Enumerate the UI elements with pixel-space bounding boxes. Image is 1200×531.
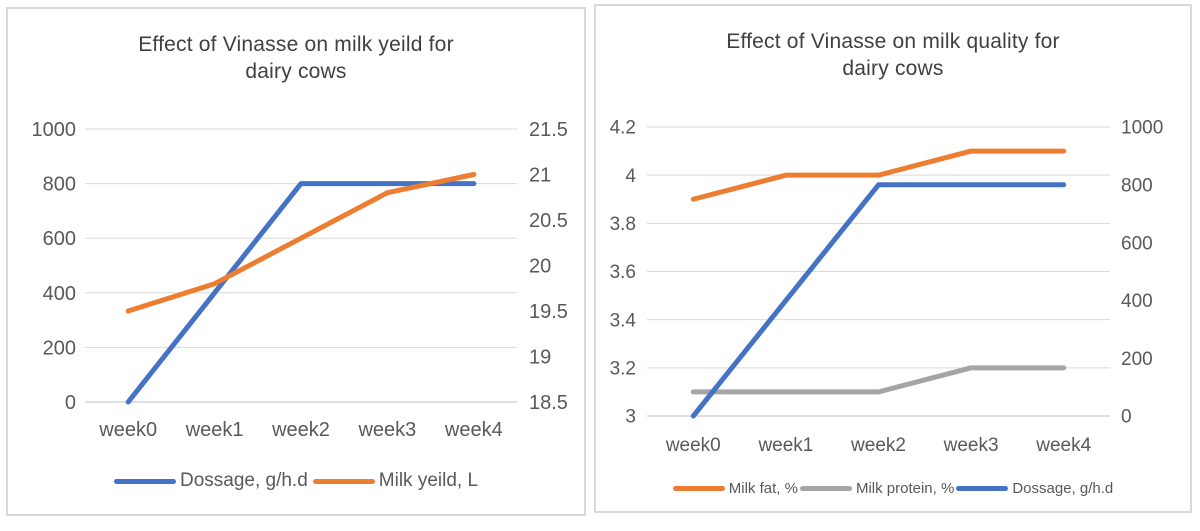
legend-label: Dossage, g/h.d — [179, 470, 308, 491]
legend-swatch — [672, 485, 725, 491]
chart-legend: Milk fat, % Milk protein, % Dossage, g/h.d — [596, 478, 1190, 498]
y-axis-tick-label: 3.4 — [610, 310, 637, 331]
chart-title-line: Effect of Vinasse on milk quality for — [726, 30, 1060, 53]
x-axis-category-label: week1 — [757, 435, 813, 456]
line-chart-milk-quality: 4.2 4 3.8 3.6 3.4 3.2 3 1000 800 600 400 200 0 week0 w… — [610, 118, 1164, 456]
series-line-milk-fat — [690, 148, 1067, 202]
y-axis-tick-label: 3.6 — [610, 262, 636, 283]
legend-item: Dossage, g/h.d — [956, 480, 1113, 497]
legend-item: Milk fat, % — [672, 479, 798, 497]
y2-axis-tick-label: 21 — [529, 165, 551, 187]
y-axis-tick-label: 200 — [43, 337, 76, 359]
legend-swatch — [113, 478, 176, 484]
y-axis-tick-label: 600 — [43, 228, 76, 250]
y2-axis-tick-label: 20 — [529, 256, 551, 278]
y-axis-tick-label: 3.8 — [610, 214, 636, 235]
y2-axis-tick-label: 800 — [1121, 175, 1153, 196]
y2-axis-tick-label: 19.5 — [529, 301, 568, 323]
x-axis-category-label: week0 — [98, 419, 157, 441]
x-axis-category-label: week0 — [665, 435, 721, 456]
legend-swatch — [956, 485, 1009, 491]
line-chart-milk-yield: 1000 800 600 400 200 0 21.5 21 20.5 20 19.5 19 18.5 w… — [32, 119, 568, 441]
legend-item: Milk yeild, L — [312, 470, 479, 492]
legend-label: Dossage, g/h.d — [1012, 479, 1114, 497]
y2-axis-tick-label: 21.5 — [529, 119, 568, 141]
chart-panel-milk-quality: Effect of Vinasse on milk quality for dai… — [594, 4, 1192, 513]
y2-axis-tick-label: 0 — [1121, 407, 1132, 428]
chart-title-line: dairy cows — [245, 60, 347, 83]
x-axis-category-label: week1 — [185, 419, 244, 441]
series-line-dossage-g-h-d — [125, 181, 477, 405]
y-axis-tick-label: 4.2 — [610, 118, 636, 139]
y2-axis-tick-label: 600 — [1121, 233, 1153, 254]
x-axis-category-label: week2 — [850, 435, 906, 456]
y-axis-tick-label: 400 — [43, 283, 76, 305]
y2-axis-tick-label: 20.5 — [529, 210, 568, 232]
x-axis-category-label: week3 — [943, 435, 999, 456]
y-axis-tick-label: 1000 — [32, 119, 77, 141]
chart-title: Effect of Vinasse on milk yeild for dairy… — [8, 31, 584, 85]
y-axis-tick-label: 3 — [625, 407, 636, 428]
x-axis-category-label: week3 — [357, 419, 416, 441]
series-line-dossage-g-h-d — [690, 182, 1067, 419]
x-axis-category-label: week4 — [1035, 435, 1091, 456]
legend-swatch — [799, 485, 852, 491]
legend-label: Milk yeild, L — [378, 470, 479, 491]
y2-axis-tick-label: 18.5 — [529, 392, 568, 414]
chart-title: Effect of Vinasse on milk quality for dai… — [596, 28, 1190, 82]
y2-axis-tick-label: 200 — [1121, 349, 1153, 370]
legend-label: Milk fat, % — [728, 479, 798, 497]
chart-title-line: Effect of Vinasse on milk yeild for — [138, 33, 454, 56]
series-line-milk-yeild-l — [125, 172, 477, 314]
legend-item: Dossage, g/h.d — [113, 470, 308, 492]
legend-swatch — [312, 478, 375, 484]
y2-axis-tick-label: 19 — [529, 347, 551, 369]
y-axis-tick-label: 0 — [65, 392, 76, 414]
y-axis-tick-label: 3.2 — [610, 358, 636, 379]
y-axis-tick-label: 4 — [625, 166, 636, 187]
x-axis-category-label: week4 — [444, 419, 503, 441]
chart-panel-milk-yield: Effect of Vinasse on milk yeild for dairy… — [6, 7, 586, 516]
chart-title-line: dairy cows — [842, 57, 944, 80]
y2-axis-tick-label: 1000 — [1121, 118, 1163, 139]
y-axis-tick-label: 800 — [43, 174, 76, 196]
chart-legend: Dossage, g/h.d Milk yeild, L — [8, 470, 584, 492]
y2-axis-tick-label: 400 — [1121, 291, 1153, 312]
legend-label: Milk protein, % — [855, 479, 955, 497]
legend-item: Milk protein, % — [799, 479, 955, 497]
series-line-milk-protein — [690, 365, 1067, 395]
x-axis-category-label: week2 — [271, 419, 330, 441]
